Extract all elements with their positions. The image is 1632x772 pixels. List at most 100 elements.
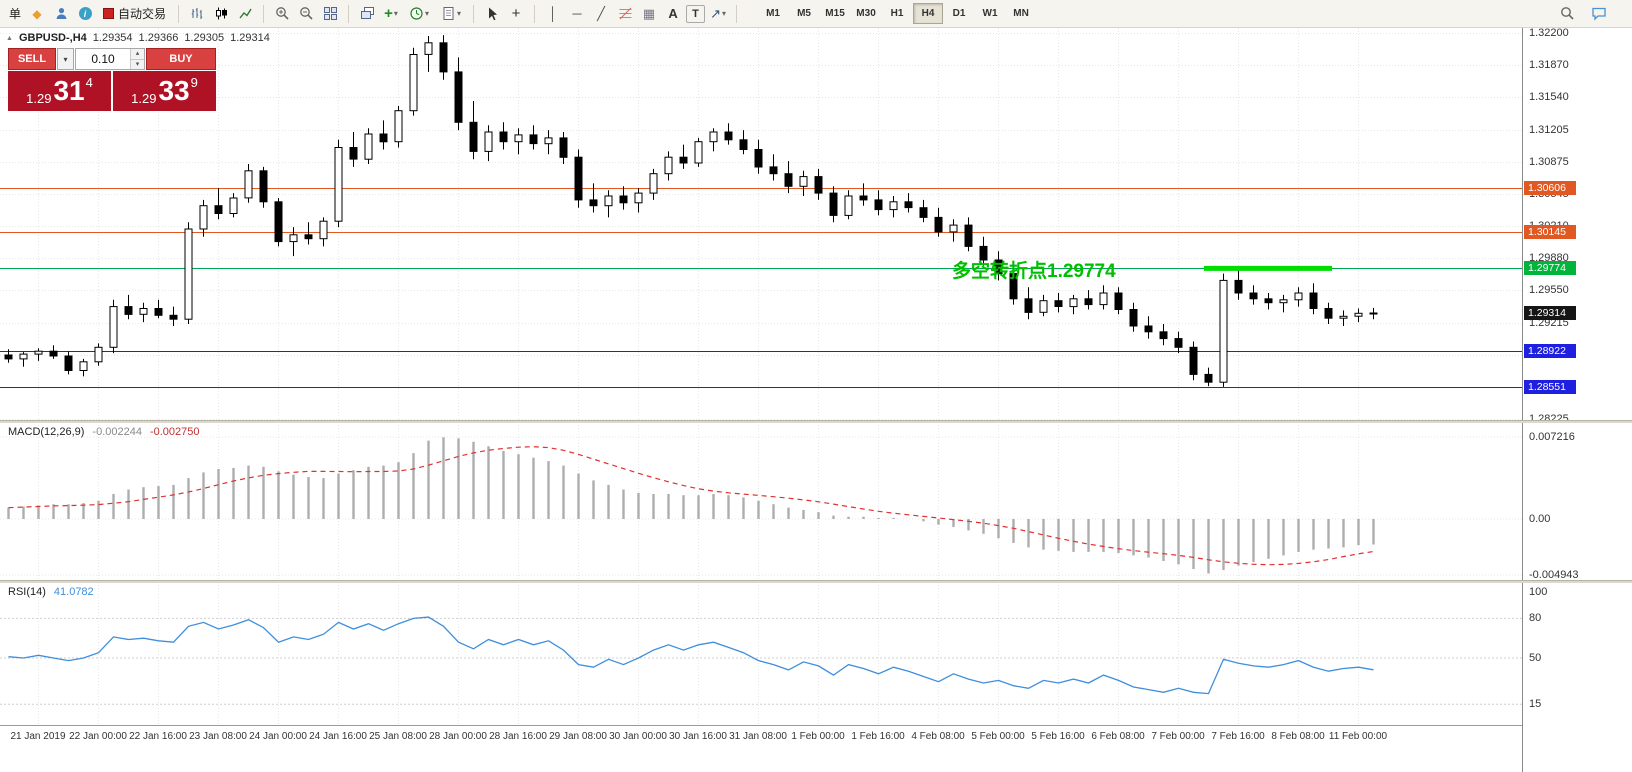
time-axis-label: 5 Feb 00:00: [971, 731, 1025, 742]
candle-body: [949, 224, 958, 233]
panel-splitter-rsi[interactable]: [0, 580, 1632, 583]
zoom-out-icon[interactable]: [295, 4, 317, 24]
candle-body: [679, 156, 688, 164]
price-badge: 1.30606: [1524, 180, 1576, 195]
buy-button[interactable]: BUY: [146, 48, 216, 70]
panel-splitter-macd[interactable]: [0, 420, 1632, 423]
volume-decrease-button[interactable]: ▾: [131, 58, 144, 69]
cursor-icon[interactable]: [481, 4, 503, 24]
buy-price-display[interactable]: 1.29 33 9: [113, 71, 216, 111]
fibonacci-tool-icon[interactable]: [614, 4, 636, 24]
horizontal-line-tool-icon[interactable]: ─: [572, 6, 582, 21]
time-axis-label: 28 Jan 00:00: [429, 731, 487, 742]
zoom-in-icon[interactable]: [271, 4, 293, 24]
candle-body: [94, 346, 103, 363]
candle-body: [649, 173, 658, 194]
candle-body: [484, 131, 493, 152]
timeframe-button-m1[interactable]: M1: [766, 8, 780, 19]
candle-body: [49, 350, 58, 357]
rsi-line: [8, 616, 1374, 695]
candle-body: [859, 195, 868, 201]
chart-window-icon[interactable]: ◆: [32, 6, 42, 21]
time-axis-label: 22 Jan 00:00: [69, 731, 127, 742]
trendline-tool-icon[interactable]: ╱: [597, 5, 605, 21]
toolbar-separator: [348, 4, 350, 23]
templates-icon[interactable]: ▾: [436, 4, 466, 24]
main-chart-canvas[interactable]: [0, 28, 1522, 420]
candle-body: [844, 195, 853, 216]
candle-body: [79, 361, 88, 371]
macd-canvas[interactable]: [0, 422, 1522, 580]
info-icon[interactable]: i: [74, 4, 96, 24]
rsi-tick-label: 15: [1529, 698, 1542, 711]
rsi-canvas[interactable]: [0, 582, 1522, 725]
price-badge: 1.28551: [1524, 379, 1576, 394]
shapes-tool-icon[interactable]: ▦: [642, 5, 656, 21]
periods-dropdown-icon: ▾: [425, 9, 430, 18]
auto-trading-button[interactable]: 自动交易: [98, 4, 171, 24]
price-tick-label: 1.32200: [1529, 27, 1569, 40]
time-axis[interactable]: 21 Jan 2019 22 Jan 00:00 22 Jan 16:00 23 Ja…: [0, 725, 1522, 772]
one-click-trading-panel: SELL ▾ ▴ ▾ BUY 1.29 31 4 1.2: [8, 48, 216, 111]
turning-point-annotation[interactable]: 多空转折点1.29774: [952, 261, 1116, 282]
text-label-tool-icon[interactable]: T: [686, 4, 706, 23]
tile-windows-icon[interactable]: [319, 4, 341, 24]
volume-increase-button[interactable]: ▴: [131, 49, 144, 59]
candle-body: [979, 245, 988, 261]
candle-body: [694, 141, 703, 164]
price-axis[interactable]: 1.322001.318701.315401.312051.308751.305…: [1522, 27, 1632, 772]
new-order-button[interactable]: 单: [9, 7, 22, 21]
arrows-tool-icon[interactable]: ↗ ▾: [710, 5, 726, 21]
time-axis-label: 7 Feb 00:00: [1151, 731, 1205, 742]
sell-price-display[interactable]: 1.29 31 4: [8, 71, 111, 111]
bar-low-value: 1.29305: [184, 32, 225, 44]
candle-body: [1114, 292, 1123, 310]
timeframe-button-d1[interactable]: D1: [952, 8, 966, 19]
crosshair-icon[interactable]: +: [511, 5, 521, 22]
candle-body: [1204, 373, 1213, 383]
text-tool-icon[interactable]: A: [668, 6, 678, 21]
macd-tick-label: 0.007216: [1529, 431, 1575, 444]
line-chart-mode-icon[interactable]: [234, 4, 256, 24]
candle-body: [1279, 299, 1288, 304]
candle-body: [244, 170, 253, 199]
timeframe-button-h4[interactable]: H4: [913, 3, 944, 24]
order-type-dropdown[interactable]: ▾: [57, 48, 74, 70]
candle-body: [1264, 298, 1273, 304]
candle-body: [1024, 298, 1033, 313]
timeframe-button-mn[interactable]: MN: [1013, 8, 1029, 19]
candle-body: [319, 220, 328, 240]
search-icon[interactable]: [1556, 4, 1578, 24]
timeframe-button-m5[interactable]: M5: [797, 8, 811, 19]
chat-icon[interactable]: [1588, 4, 1610, 24]
timeframe-button-w1[interactable]: W1: [982, 8, 998, 19]
candle-body: [184, 228, 193, 320]
bar-close-value: 1.29314: [230, 32, 270, 44]
candle-body: [409, 54, 418, 112]
timeframe-button-h1[interactable]: H1: [890, 8, 904, 19]
bar-chart-mode-icon[interactable]: [186, 4, 208, 24]
timeframe-button-m15[interactable]: M15: [825, 8, 845, 19]
rsi-header: RSI(14) 41.0782: [8, 586, 94, 598]
periods-icon[interactable]: ▾: [404, 4, 434, 24]
indicators-icon[interactable]: + ▾: [384, 5, 398, 22]
candle-body: [889, 201, 898, 211]
candle-body: [169, 314, 178, 320]
vertical-line-tool-icon[interactable]: │: [548, 6, 558, 21]
candle-body: [1309, 292, 1318, 309]
candle-body: [64, 355, 73, 371]
arrange-windows-icon[interactable]: [356, 4, 378, 24]
sell-price-sup: 4: [85, 75, 93, 90]
candle-body: [1129, 309, 1138, 327]
profile-icon[interactable]: [50, 4, 72, 24]
rsi-tick-label: 80: [1529, 612, 1542, 625]
timeframe-button-m30[interactable]: M30: [856, 8, 876, 19]
volume-input[interactable]: [76, 49, 130, 69]
candle-body: [919, 207, 928, 218]
candle-body: [1189, 346, 1198, 375]
candle-body: [274, 201, 283, 243]
collapse-icon[interactable]: ▲: [6, 34, 13, 42]
candle-body: [709, 131, 718, 143]
candlestick-mode-icon[interactable]: [210, 4, 232, 24]
sell-button[interactable]: SELL: [8, 48, 56, 70]
